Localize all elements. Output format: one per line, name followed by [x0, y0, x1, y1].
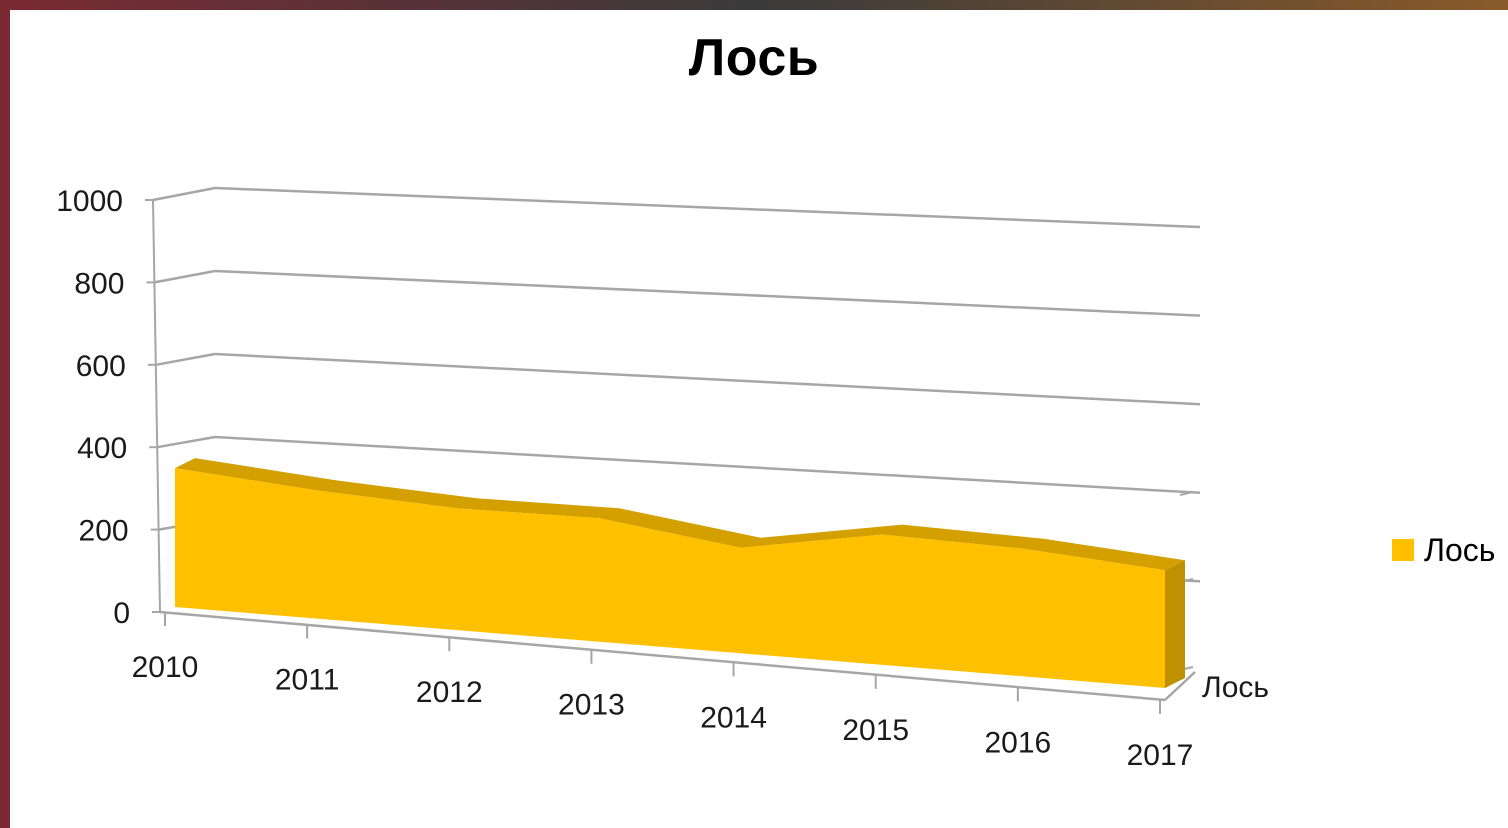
chart-title: Лось [688, 29, 820, 87]
area-series-lose [175, 468, 1165, 688]
y-tick-label: 200 [79, 515, 129, 548]
x-axis-line [159, 610, 1166, 702]
x-tick-label: 2017 [1127, 739, 1194, 772]
x-tick-label: 2015 [842, 714, 909, 747]
gridline [214, 435, 1201, 495]
gridline [214, 269, 1201, 317]
y-tick-label: 1000 [56, 185, 123, 218]
gridline-diagonal [156, 435, 216, 449]
x-tick-label: 2011 [275, 664, 340, 697]
depth-axis-line [1164, 671, 1196, 701]
y-axis-line [152, 199, 161, 613]
gridline-diagonal [154, 269, 216, 284]
x-tick-label: 2012 [416, 676, 483, 709]
y-tick-label: 800 [74, 267, 124, 300]
x-tick-label: 2013 [558, 689, 625, 722]
x-tick-label: 2014 [700, 701, 767, 734]
depth-tick-mark [1179, 491, 1194, 496]
gridline [214, 352, 1201, 406]
area-series-side [1165, 560, 1185, 688]
x-tick-label: 2010 [132, 651, 199, 684]
gridline-diagonal [152, 186, 216, 202]
y-tick-label: 400 [77, 432, 127, 465]
depth-axis-label: Лось [1202, 671, 1269, 704]
gridline [214, 186, 1201, 229]
chart-area [10, 10, 1508, 828]
legend-label: Лось [1424, 531, 1496, 568]
y-tick-label: 0 [113, 597, 130, 630]
legend: Лось [1392, 530, 1495, 570]
x-tick-label: 2016 [984, 726, 1051, 759]
gridline-diagonal [155, 352, 216, 367]
legend-swatch [1392, 539, 1414, 561]
y-tick-label: 600 [76, 350, 126, 383]
